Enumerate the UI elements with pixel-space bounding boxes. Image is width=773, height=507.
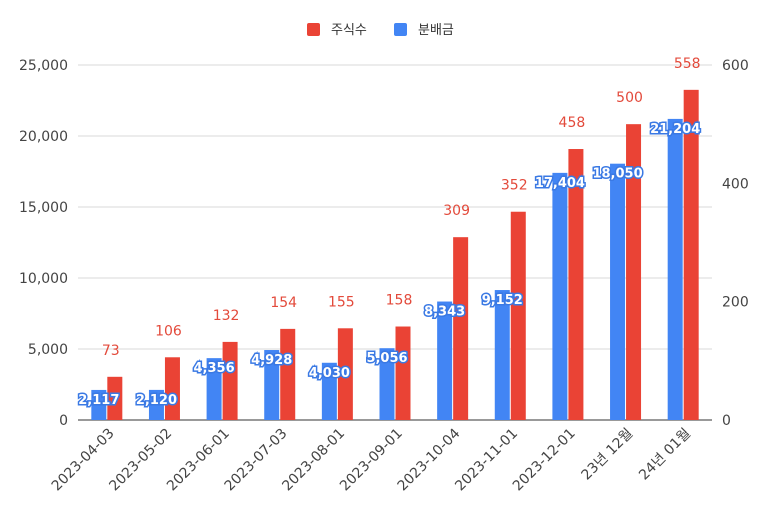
data-label-분배금: 4,928	[251, 353, 292, 368]
bar-분배금	[264, 350, 280, 420]
bar-주식수	[568, 149, 584, 420]
data-label-분배금: 5,056	[366, 351, 407, 366]
bar-주식수	[280, 328, 296, 420]
data-label-분배금: 18,050	[592, 167, 642, 182]
bar-주식수	[164, 357, 180, 420]
legend-label-주식수: 주식수	[331, 23, 367, 38]
data-label-주식수: 158	[386, 293, 413, 309]
data-labels: 2,117 73 2,120 106 4,356 132 4,928 154 4,030 155 5…	[77, 56, 702, 410]
left-tick-label: 25,000	[19, 58, 68, 74]
gridlines	[78, 64, 712, 421]
right-tick-label: 400	[722, 176, 749, 192]
x-tick-label: 23년 12월	[579, 426, 637, 484]
bar-주식수	[107, 376, 123, 420]
bar-주식수	[337, 328, 353, 420]
data-label-주식수: 352	[501, 178, 528, 194]
data-label-주식수: 500	[616, 90, 643, 106]
bars	[91, 89, 699, 421]
bar-주식수	[395, 326, 411, 420]
data-label-분배금: 17,404	[535, 176, 585, 191]
left-tick-label: 20,000	[19, 129, 68, 145]
x-tick-label: 2023-12-01	[510, 426, 579, 495]
bar-분배금	[321, 362, 337, 420]
right-axis: 0 200 400 600	[722, 58, 749, 429]
x-axis: 2023-04-032023-05-022023-06-012023-07-03…	[49, 425, 694, 494]
legend-swatch-주식수	[307, 23, 320, 36]
legend-swatch-분배금	[394, 23, 407, 36]
bar-분배금	[437, 301, 453, 420]
bar-주식수	[453, 237, 469, 420]
bar-주식수	[510, 211, 526, 420]
bar-주식수	[683, 89, 699, 420]
data-label-분배금: 4,030	[309, 366, 350, 381]
data-label-분배금: 9,152	[482, 293, 523, 308]
data-label-주식수: 458	[559, 115, 586, 131]
right-tick-label: 200	[722, 295, 749, 311]
data-label-분배금: 4,356	[194, 361, 235, 376]
bar-분배금	[494, 290, 510, 420]
bar-분배금	[148, 389, 164, 420]
data-label-주식수: 309	[443, 203, 470, 219]
bar-분배금	[610, 163, 626, 420]
data-label-분배금: 21,204	[650, 122, 700, 137]
x-tick-label: 24년 01월	[636, 426, 694, 484]
data-label-주식수: 154	[270, 295, 297, 311]
legend-label-분배금: 분배금	[418, 23, 454, 38]
data-label-주식수: 155	[328, 294, 355, 310]
bar-분배금	[667, 118, 683, 420]
left-tick-label: 15,000	[19, 200, 68, 216]
data-label-주식수: 132	[213, 308, 240, 324]
legend: 주식수 분배금	[307, 23, 454, 38]
bar-분배금	[552, 172, 568, 420]
data-label-분배금: 8,343	[424, 305, 465, 320]
data-label-분배금: 2,120	[136, 393, 177, 408]
bar-주식수	[222, 341, 238, 420]
data-label-분배금: 2,117	[78, 393, 119, 408]
right-tick-label: 600	[722, 58, 749, 74]
bar-주식수	[626, 124, 642, 421]
bar-분배금	[91, 389, 107, 420]
left-tick-label: 10,000	[19, 271, 68, 287]
data-label-주식수: 558	[674, 56, 701, 72]
left-tick-label: 0	[59, 413, 68, 429]
data-label-주식수: 106	[155, 323, 182, 339]
left-axis: 0 5,000 10,000 15,000 20,000 25,000	[19, 58, 68, 429]
data-label-주식수: 73	[102, 343, 120, 359]
bar-분배금	[379, 348, 395, 420]
bar-분배금	[206, 358, 222, 420]
right-tick-label: 0	[722, 413, 731, 429]
left-tick-label: 5,000	[28, 342, 68, 358]
